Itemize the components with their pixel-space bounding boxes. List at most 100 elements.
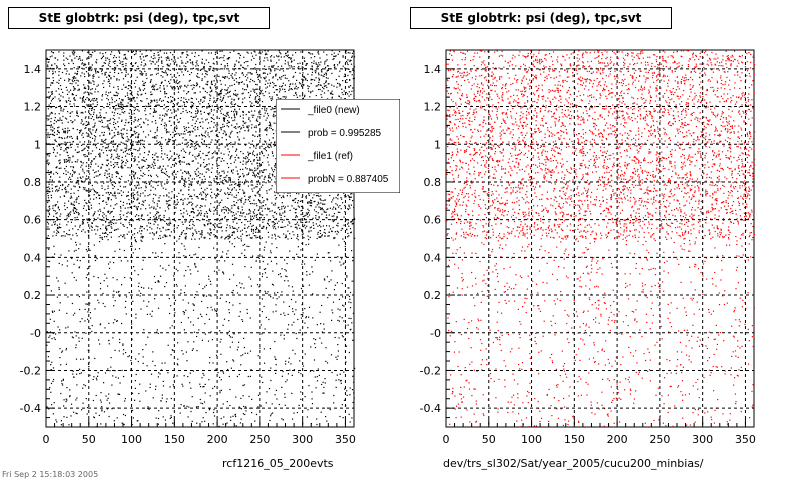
left-point: [150, 50, 152, 52]
left-point: [207, 193, 209, 195]
left-point: [77, 66, 79, 68]
left-point: [191, 130, 193, 132]
left-point: [156, 104, 158, 106]
left-point: [136, 97, 138, 99]
left-point: [243, 176, 245, 178]
left-point: [122, 100, 124, 102]
left-point: [137, 191, 139, 193]
left-point: [141, 166, 143, 168]
left-point: [140, 94, 142, 96]
left-point: [59, 196, 61, 198]
left-point: [161, 71, 163, 73]
left-point: [59, 144, 61, 146]
left-point: [271, 202, 273, 204]
left-point: [120, 129, 122, 131]
left-point: [120, 166, 122, 168]
left-point: [251, 102, 253, 104]
left-point: [325, 214, 328, 216]
left-point: [99, 112, 101, 114]
left-point: [111, 174, 113, 176]
left-point: [265, 228, 267, 230]
left-point: [247, 199, 249, 201]
left-point: [209, 127, 211, 129]
left-point: [107, 145, 109, 147]
left-point: [133, 176, 135, 178]
left-point: [296, 221, 299, 223]
left-point: [350, 93, 352, 96]
left-point: [324, 68, 326, 70]
left-point: [115, 122, 117, 125]
left-point: [93, 194, 95, 196]
left-point: [50, 91, 52, 93]
left-point: [217, 140, 219, 142]
left-point: [214, 85, 216, 87]
left-point: [217, 136, 219, 138]
left-point: [116, 146, 119, 148]
left-point: [159, 235, 161, 237]
left-point: [255, 174, 258, 176]
left-point: [248, 111, 250, 113]
left-point: [180, 85, 182, 87]
left-point: [65, 144, 67, 146]
left-point: [209, 210, 212, 212]
left-point: [110, 141, 112, 143]
left-point: [170, 101, 172, 103]
left-point: [122, 142, 124, 144]
left-point: [310, 230, 312, 232]
left-point: [192, 84, 194, 86]
left-point: [153, 233, 155, 235]
left-point: [270, 56, 272, 58]
left-point: [278, 55, 280, 57]
left-point: [287, 230, 289, 232]
left-point: [142, 175, 144, 177]
left-point: [76, 112, 78, 114]
left-point: [229, 236, 231, 238]
left-point: [118, 79, 120, 81]
left-point: [233, 201, 235, 203]
left-point: [243, 67, 245, 69]
left-point: [343, 90, 345, 92]
left-point: [273, 91, 275, 93]
left-point: [116, 162, 118, 164]
left-point: [262, 227, 264, 229]
left-point: [177, 97, 179, 99]
left-point: [163, 85, 165, 87]
left-point: [200, 157, 202, 159]
left-point: [130, 63, 132, 65]
left-point: [139, 123, 141, 126]
left-point: [73, 207, 75, 209]
left-point: [77, 229, 79, 231]
left-point: [162, 99, 164, 102]
left-point: [235, 78, 237, 80]
left-point: [188, 173, 190, 175]
left-point: [228, 194, 230, 196]
left-point: [349, 79, 351, 81]
left-point: [188, 201, 190, 203]
left-point: [48, 104, 50, 106]
left-point: [199, 219, 201, 222]
left-point: [265, 76, 267, 78]
left-point: [89, 227, 91, 229]
left-point: [65, 149, 67, 151]
left-point: [218, 57, 220, 59]
left-point: [166, 222, 168, 225]
left-point: [325, 73, 327, 75]
left-point: [352, 87, 354, 89]
left-point: [150, 80, 152, 82]
left-point: [67, 121, 69, 123]
left-point: [137, 156, 140, 158]
left-point: [249, 72, 251, 74]
left-point: [255, 169, 257, 171]
left-point: [138, 166, 140, 168]
left-point: [185, 66, 187, 68]
left-point: [294, 87, 296, 89]
left-point: [253, 212, 255, 215]
left-point: [307, 85, 309, 87]
left-point: [117, 173, 119, 175]
left-point: [181, 231, 183, 233]
left-point: [198, 238, 200, 240]
left-point: [131, 179, 133, 181]
left-point: [103, 219, 105, 221]
left-point: [108, 222, 110, 224]
left-point: [97, 91, 99, 93]
